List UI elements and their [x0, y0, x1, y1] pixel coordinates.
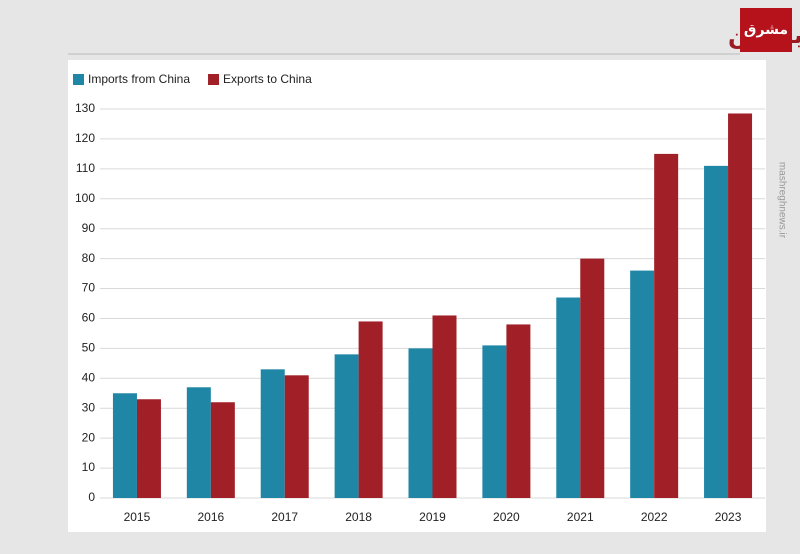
legend-swatch: [73, 74, 84, 85]
x-tick-label: 2021: [567, 510, 594, 524]
bar: [506, 324, 531, 498]
y-tick-label: 80: [82, 251, 96, 265]
y-tick-label: 70: [82, 281, 96, 295]
bar: [112, 393, 137, 498]
x-tick-label: 2022: [641, 510, 668, 524]
bar: [728, 113, 753, 498]
legend-label: Exports to China: [223, 72, 312, 86]
y-tick-label: 120: [75, 131, 95, 145]
bar: [260, 369, 285, 498]
x-tick-label: 2015: [124, 510, 151, 524]
y-tick-label: 130: [75, 101, 95, 115]
bar: [210, 402, 235, 498]
y-tick-label: 110: [76, 161, 95, 175]
bar: [704, 165, 729, 498]
bar: [654, 153, 679, 498]
bar: [284, 375, 309, 498]
bar: [580, 258, 605, 498]
legend-swatch: [208, 74, 220, 85]
y-tick-label: 30: [82, 400, 96, 414]
bar: [432, 315, 457, 498]
y-tick-label: 100: [75, 191, 95, 205]
watermark: mashreghnews.ir: [776, 162, 787, 239]
bar: [556, 297, 581, 498]
y-tick-label: 60: [82, 311, 96, 325]
y-tick-label: 90: [82, 221, 96, 235]
x-tick-label: 2018: [345, 510, 372, 524]
x-tick-label: 2017: [271, 510, 298, 524]
x-tick-label: 2019: [419, 510, 446, 524]
logo: مشرق: [744, 22, 788, 38]
y-tick-label: 40: [82, 370, 96, 384]
y-tick-label: 0: [88, 490, 95, 504]
bar: [186, 387, 211, 498]
bar: [358, 321, 383, 498]
y-tick-label: 50: [82, 341, 96, 355]
bar: [482, 345, 507, 498]
bar: [334, 354, 359, 498]
y-tick-label: 10: [82, 460, 96, 474]
y-tick-label: 20: [82, 430, 96, 444]
bar: [630, 270, 655, 498]
bar: [408, 348, 433, 498]
x-tick-label: 2020: [493, 510, 520, 524]
logo-box: [740, 8, 792, 52]
x-tick-label: 2016: [197, 510, 224, 524]
bar: [136, 399, 161, 498]
x-tick-label: 2023: [715, 510, 742, 524]
legend-label: Imports from China: [88, 72, 190, 86]
